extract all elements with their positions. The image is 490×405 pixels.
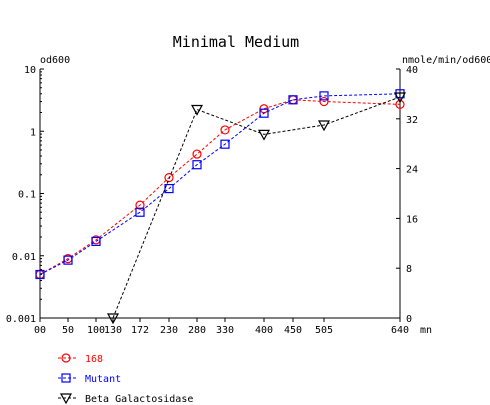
series-line-1 (39, 93, 401, 275)
legend-marker-2 (59, 393, 73, 405)
data-point-series-0 (395, 99, 405, 109)
y-left-tick-label: 10 (24, 65, 36, 76)
data-point-series-1 (288, 95, 298, 105)
x-tick-label: 100 (87, 325, 105, 336)
y-left-tick-label: 1 (30, 127, 36, 138)
data-point-series-1 (63, 255, 73, 265)
x-tick-label: 400 (255, 325, 273, 336)
data-point-series-2 (257, 129, 271, 141)
data-point-series-1 (192, 160, 202, 170)
x-axis-unit: mn (420, 325, 432, 336)
x-tick-label: 00 (34, 325, 46, 336)
data-point-series-2 (393, 92, 407, 104)
data-point-series-2 (317, 120, 331, 132)
x-tick-label: 280 (188, 325, 206, 336)
x-tick-label: 450 (284, 325, 302, 336)
y-left-axis-label: od600 (40, 55, 70, 66)
legend-label-1: Mutant (85, 374, 121, 385)
x-tick-label: 505 (315, 325, 333, 336)
legend: 168 Mutant Beta Galactosidase (58, 353, 193, 405)
data-point-series-0 (319, 96, 329, 107)
data-point-series-0 (135, 200, 145, 210)
x-tick-label: 330 (216, 325, 234, 336)
data-point-series-1 (135, 207, 145, 217)
y-right-tick-label: 8 (406, 264, 412, 275)
data-point-series-1 (220, 139, 230, 149)
y-right-tick-label: 40 (406, 65, 418, 76)
y-left-tick-label: 0.01 (12, 252, 36, 263)
legend-label-2: Beta Galactosidase (85, 394, 193, 405)
data-point-series-1 (319, 91, 329, 101)
x-tick-label: 640 (391, 325, 409, 336)
data-point-series-2 (106, 313, 120, 325)
y-left-tick-label: 0.1 (18, 190, 36, 201)
data-point-series-1 (35, 269, 45, 280)
data-point-series-0 (192, 149, 202, 159)
legend-marker-1 (61, 373, 71, 383)
x-tick-label: 130 (104, 325, 122, 336)
x-tick-label: 230 (160, 325, 178, 336)
data-point-series-0 (164, 173, 174, 183)
y-right-axis-label: nmole/min/od600 (402, 55, 490, 66)
y-right-tick-label: 24 (406, 165, 418, 176)
data-point-series-2 (190, 104, 204, 116)
data-point-series-1 (91, 236, 101, 247)
y-left-tick-label: 0.001 (6, 314, 36, 325)
y-right-tick-label: 0 (406, 314, 412, 325)
y-right-tick-label: 32 (406, 115, 418, 126)
x-tick-label: 50 (62, 325, 74, 336)
y-right-tick-label: 16 (406, 214, 418, 225)
series-line-2 (112, 96, 401, 319)
x-tick-label: 172 (131, 325, 149, 336)
data-point-series-1 (164, 183, 174, 194)
series-line-0 (39, 99, 401, 275)
chart-title: Minimal Medium (173, 33, 299, 51)
legend-marker-0 (61, 353, 71, 363)
legend-label-0: 168 (85, 354, 103, 365)
data-point-series-1 (259, 108, 269, 118)
data-point-series-0 (220, 125, 230, 135)
